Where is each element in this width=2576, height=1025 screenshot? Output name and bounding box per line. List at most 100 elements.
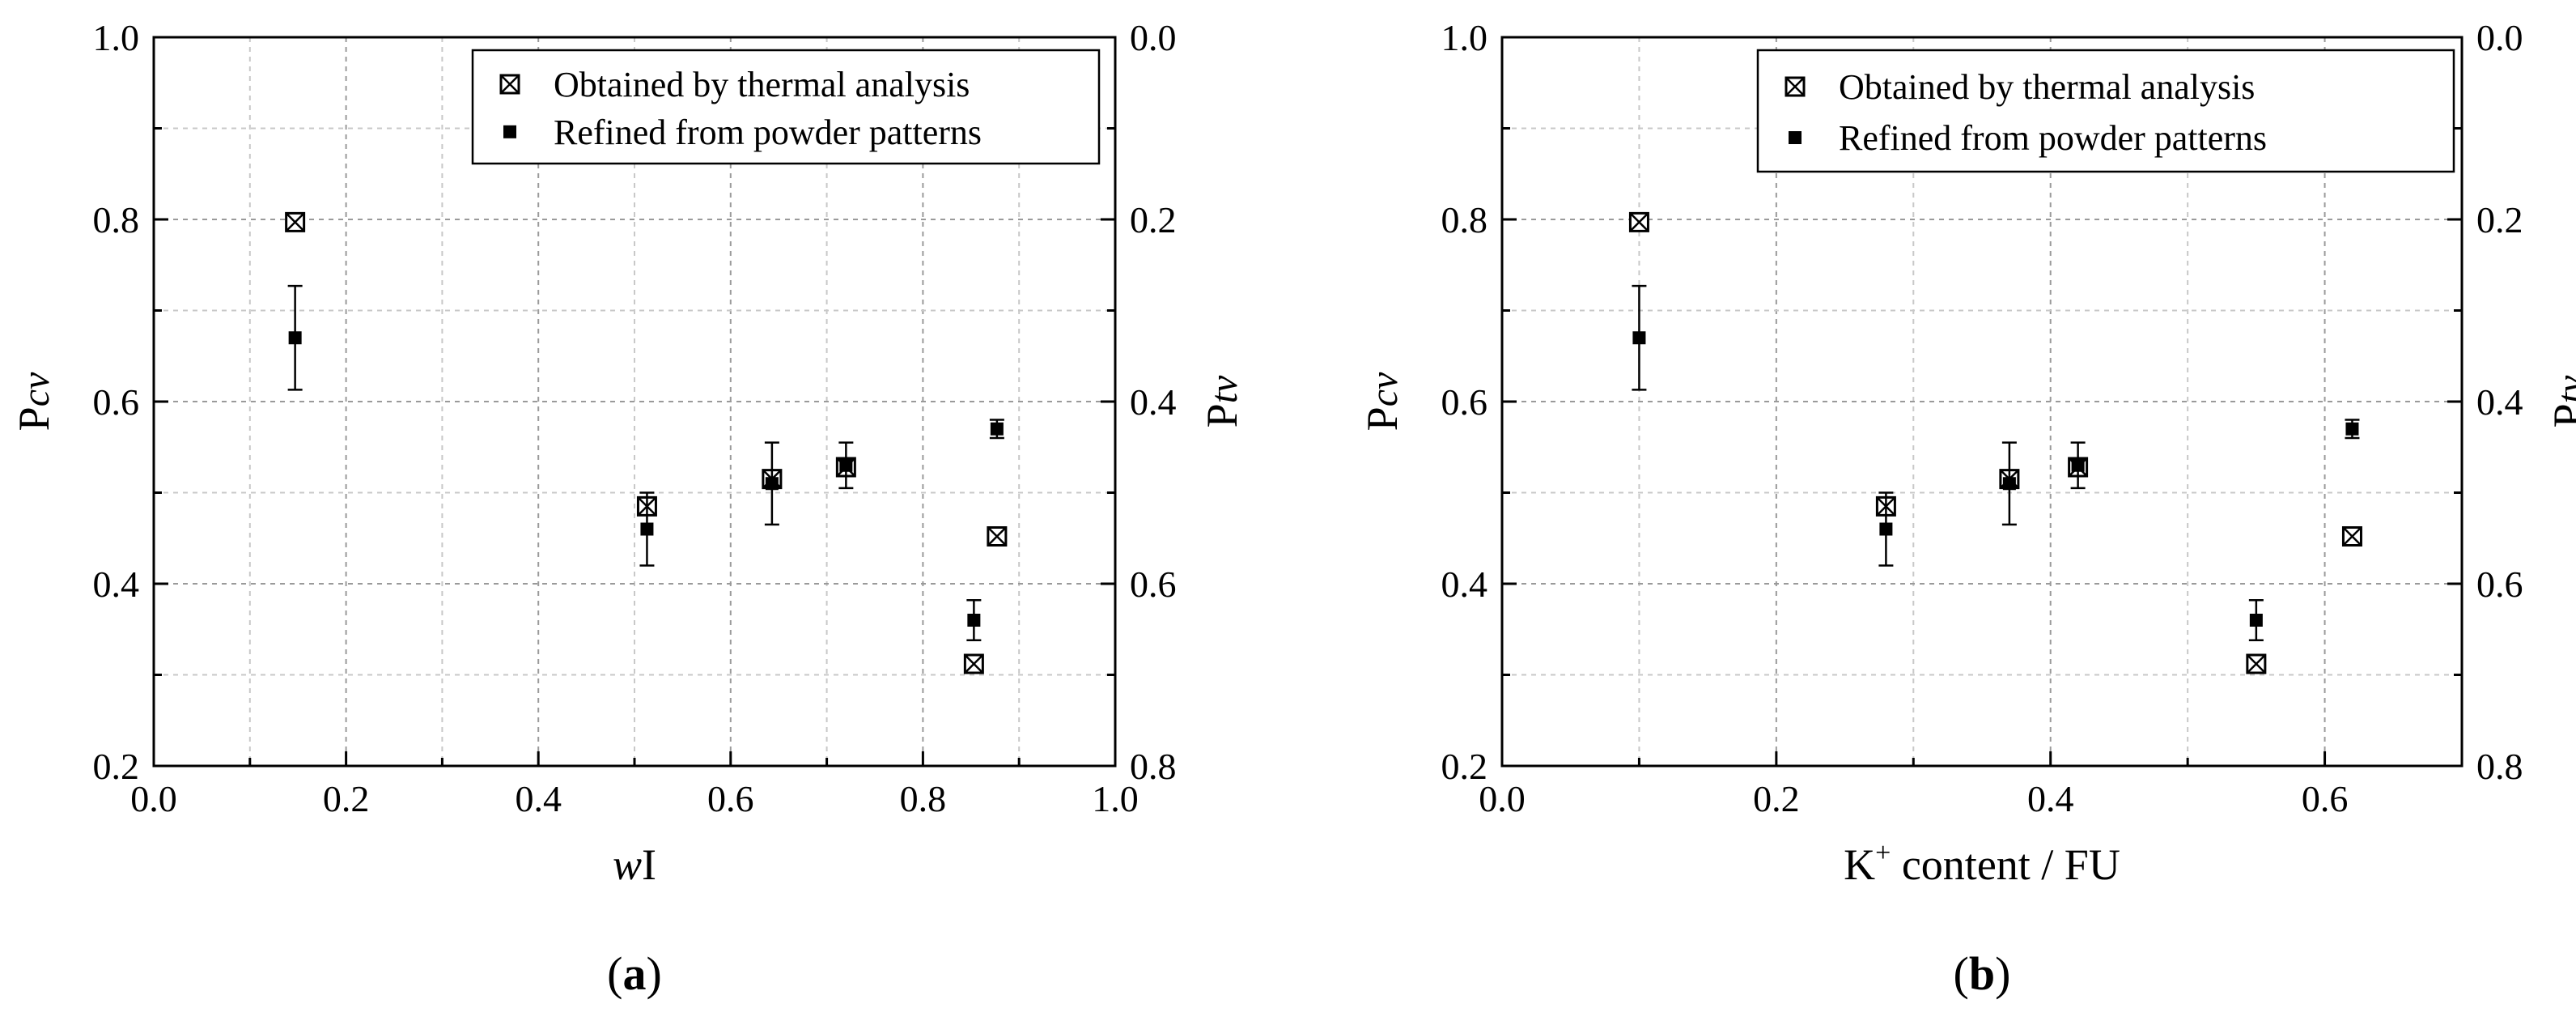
y-tick-label: 0.4 bbox=[1441, 564, 1488, 605]
y-axis-title-right: Ptv bbox=[2544, 375, 2576, 427]
y2-axis-title-p: P bbox=[2544, 403, 2576, 427]
legend-label-thermal: Obtained by thermal analysis bbox=[1839, 67, 2255, 107]
y2-tick-label: 0.0 bbox=[1130, 17, 1177, 58]
x-tick-label: 1.0 bbox=[1092, 778, 1139, 819]
y-axis-title-left: Pcv bbox=[10, 372, 58, 431]
powder-pattern-point bbox=[839, 458, 853, 472]
y2-tick-label: 0.2 bbox=[1130, 199, 1177, 240]
powder-pattern-point bbox=[765, 477, 779, 491]
x-axis-title: K+ content / FU bbox=[1844, 838, 2120, 889]
powder-pattern-point bbox=[1632, 331, 1646, 345]
x-axis-title: wI bbox=[613, 840, 656, 889]
x-tick-label: 0.8 bbox=[900, 778, 947, 819]
x-tick-label: 0.4 bbox=[515, 778, 562, 819]
data-points bbox=[285, 211, 1008, 674]
panel-label-letter: b bbox=[1969, 947, 1995, 1000]
y-axis-title-left: Pcv bbox=[1358, 372, 1407, 431]
panel-label: (a) bbox=[607, 947, 662, 1000]
y2-axis-title-subscript: tv bbox=[1203, 375, 1246, 403]
y-axis-title-subscript: cv bbox=[1363, 372, 1406, 406]
x-axis-title-text: content / FU bbox=[1891, 840, 2120, 889]
legend-powder-marker bbox=[1789, 131, 1802, 144]
panel-label-letter: a bbox=[623, 947, 647, 1000]
y-axis-title-right: Ptv bbox=[1198, 375, 1246, 427]
x-tick-label: 0.0 bbox=[130, 778, 177, 819]
marker-cross-line bbox=[500, 74, 520, 94]
panel-label-close-paren: ) bbox=[1995, 947, 2010, 1000]
y2-tick-label: 0.0 bbox=[2476, 17, 2523, 58]
legend-box bbox=[471, 49, 1101, 165]
marker-cross-line bbox=[1785, 77, 1805, 96]
thermal-analysis-point bbox=[285, 211, 306, 232]
y-tick-label: 0.4 bbox=[93, 564, 140, 605]
y-tick-label: 0.8 bbox=[93, 199, 140, 240]
y2-tick-label: 0.4 bbox=[2476, 381, 2523, 423]
y-tick-label: 0.2 bbox=[1441, 746, 1488, 787]
y-tick-label: 0.6 bbox=[1441, 381, 1488, 423]
x-axis-title-text: I bbox=[642, 840, 656, 889]
panel-label-open-paren: ( bbox=[1954, 947, 1969, 1000]
panel-label-open-paren: ( bbox=[607, 947, 622, 1000]
y2-tick-label: 0.2 bbox=[2476, 199, 2523, 240]
x-tick-label: 0.4 bbox=[2027, 778, 2074, 819]
y2-tick-label: 0.8 bbox=[1130, 746, 1177, 787]
legend: Obtained by thermal analysis Refined from… bbox=[1756, 49, 2455, 173]
y-axis-title-p: P bbox=[1358, 406, 1407, 431]
y-tick-label: 1.0 bbox=[93, 17, 140, 58]
panel-label: (b) bbox=[1954, 947, 2011, 1000]
marker-cross-line bbox=[285, 212, 305, 232]
marker-cross-line bbox=[2342, 526, 2362, 547]
x-tick-label: 0.6 bbox=[707, 778, 754, 819]
x-axis-title-italic: w bbox=[613, 840, 642, 889]
y2-tick-label: 0.6 bbox=[1130, 564, 1177, 605]
x-tick-label: 0.0 bbox=[1479, 778, 1526, 819]
x-tick-label: 0.2 bbox=[323, 778, 370, 819]
y-tick-label: 1.0 bbox=[1441, 17, 1488, 58]
y-axis-title-subscript: cv bbox=[15, 372, 57, 406]
y-tick-label: 0.2 bbox=[93, 746, 140, 787]
thermal-analysis-point bbox=[963, 653, 984, 674]
powder-pattern-point bbox=[967, 614, 981, 627]
powder-pattern-point bbox=[2345, 422, 2359, 436]
powder-pattern-point bbox=[2002, 477, 2016, 491]
powder-pattern-point bbox=[990, 422, 1004, 436]
y2-tick-label: 0.6 bbox=[2476, 564, 2523, 605]
y-tick-label: 0.8 bbox=[1441, 199, 1488, 240]
marker-cross-line bbox=[987, 526, 1007, 547]
legend: Obtained by thermal analysis Refined from… bbox=[471, 49, 1101, 165]
y2-tick-label: 0.4 bbox=[1130, 381, 1177, 423]
powder-pattern-point bbox=[2071, 458, 2085, 472]
x-axis-title-superscript: + bbox=[1875, 838, 1891, 868]
legend-box bbox=[1756, 49, 2455, 173]
powder-pattern-point bbox=[1879, 522, 1893, 536]
y2-axis-title-p: P bbox=[1198, 403, 1246, 427]
y2-tick-label: 0.8 bbox=[2476, 746, 2523, 787]
legend-label-thermal: Obtained by thermal analysis bbox=[554, 65, 970, 104]
panel-b: 0.0 0.2 0.4 0.60.20.40.60.81.0 0.00.20.40.60… bbox=[1358, 17, 2576, 1000]
legend-powder-marker bbox=[503, 125, 516, 138]
legend-label-powder: Refined from powder patterns bbox=[1839, 118, 2267, 158]
thermal-analysis-point bbox=[1628, 211, 1649, 232]
thermal-analysis-point bbox=[2246, 653, 2267, 674]
powder-pattern-point bbox=[288, 331, 302, 345]
legend-thermal-marker bbox=[499, 74, 520, 95]
x-tick-label: 0.2 bbox=[1753, 778, 1800, 819]
marker-cross-line bbox=[2246, 654, 2266, 674]
y-tick-label: 0.6 bbox=[93, 381, 140, 423]
marker-cross-line bbox=[964, 654, 984, 674]
powder-pattern-point bbox=[2249, 614, 2263, 627]
panel-a: 0.0 0.2 0.4 0.6 0.8 1.00.20.40.60.81.0 0.00.20… bbox=[10, 17, 1246, 1000]
y-axis-title-p: P bbox=[10, 406, 58, 431]
powder-pattern-point bbox=[640, 522, 654, 536]
data-points bbox=[1628, 211, 2362, 674]
legend-thermal-marker bbox=[1785, 76, 1806, 97]
x-tick-label: 0.6 bbox=[2302, 778, 2349, 819]
thermal-analysis-point bbox=[987, 526, 1008, 547]
y2-axis-title-subscript: tv bbox=[2549, 375, 2576, 403]
panel-label-close-paren: ) bbox=[647, 947, 662, 1000]
legend-label-powder: Refined from powder patterns bbox=[554, 113, 982, 152]
x-axis-title-text: K bbox=[1844, 840, 1875, 889]
marker-cross-line bbox=[1629, 212, 1649, 232]
thermal-analysis-point bbox=[2341, 526, 2362, 547]
